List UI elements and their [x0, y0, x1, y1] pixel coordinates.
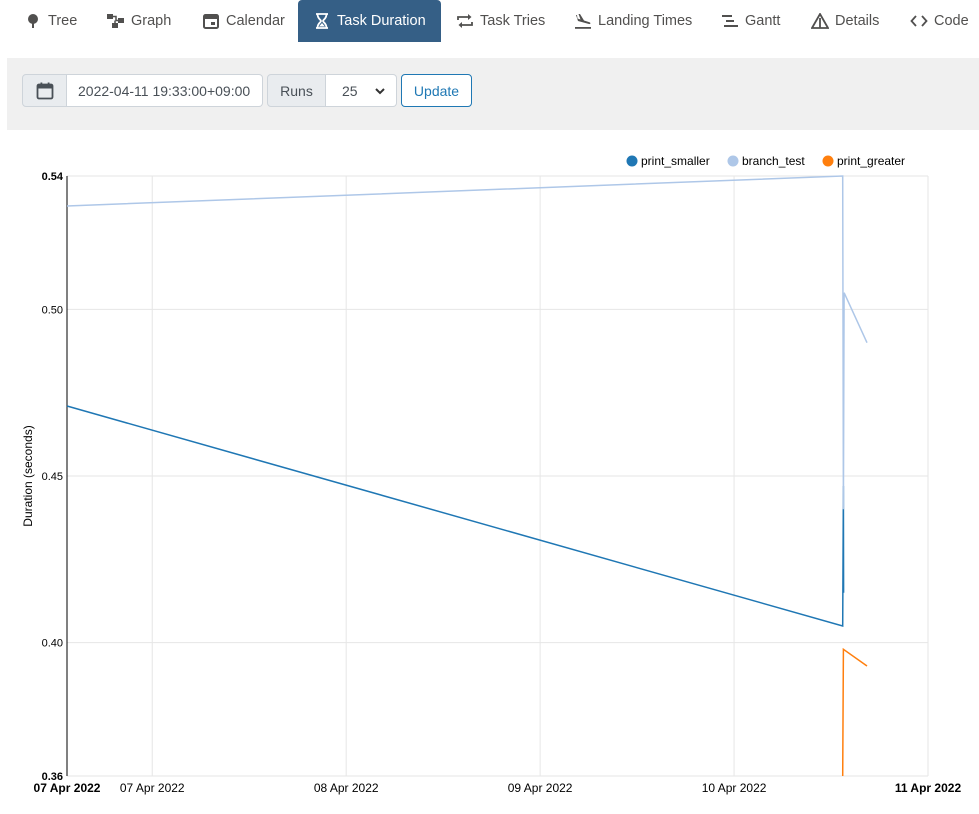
hourglass-icon: [313, 12, 331, 30]
details-icon: [811, 12, 829, 30]
code-icon: [910, 12, 928, 30]
y-tick-label: 0.36: [42, 771, 63, 783]
tab-label: Calendar: [226, 13, 285, 29]
legend-swatch-print_smaller: [626, 155, 638, 167]
y-tick-label: 0.40: [42, 638, 63, 650]
update-button[interactable]: Update: [401, 74, 472, 107]
x-tick-label: 08 Apr 2022: [314, 781, 379, 795]
tab-label: Tree: [48, 13, 78, 29]
x-tick-label: 07 Apr 2022: [34, 781, 101, 795]
runs-label: Runs: [267, 74, 326, 107]
gantt-icon: [721, 12, 739, 30]
tab-task-tries[interactable]: Task Tries: [456, 0, 545, 42]
y-tick-label: 0.45: [42, 471, 63, 483]
date-picker-button[interactable]: [22, 74, 67, 107]
legend-swatch-print_greater: [822, 155, 834, 167]
tab-label: Task Duration: [337, 13, 426, 29]
tab-calendar[interactable]: Calendar: [202, 0, 285, 42]
tab-label: Graph: [131, 13, 172, 29]
x-tick-label: 09 Apr 2022: [508, 781, 573, 795]
tab-label: Gantt: [745, 13, 781, 29]
y-tick-label: 0.54: [42, 171, 64, 183]
base-date-input[interactable]: [67, 74, 263, 107]
calendar-icon: [36, 82, 53, 99]
tab-code[interactable]: Code: [910, 0, 969, 42]
tab-details[interactable]: Details: [811, 0, 879, 42]
tab-label: Details: [835, 13, 880, 29]
x-tick-label: 10 Apr 2022: [702, 781, 767, 795]
tab-label: Task Tries: [480, 13, 546, 29]
legend-label-branch_test: branch_test: [742, 154, 805, 168]
legend-label-print_greater: print_greater: [837, 154, 905, 168]
legend-swatch-branch_test: [727, 155, 739, 167]
plane-landing-icon: [574, 12, 592, 30]
tab-tree[interactable]: Tree: [24, 0, 77, 42]
tab-bar: Tree Graph Calendar Task Duration Task T…: [0, 0, 979, 43]
tab-label: Code: [934, 13, 969, 29]
tab-gantt[interactable]: Gantt: [721, 0, 780, 42]
tab-label: Landing Times: [598, 13, 693, 29]
legend-label-print_smaller: print_smaller: [641, 154, 710, 168]
series-line-branch_test: [66, 175, 868, 510]
tab-task-duration[interactable]: Task Duration: [298, 0, 441, 42]
x-tick-label: 07 Apr 2022: [120, 781, 185, 795]
retry-icon: [456, 12, 474, 30]
runs-select-value: 25: [342, 82, 358, 99]
chevron-down-icon: [375, 88, 385, 95]
series-line-print_smaller: [66, 405, 845, 627]
runs-select[interactable]: 25: [326, 74, 397, 107]
tree-icon: [24, 12, 42, 30]
toolbar: Runs 25 Update: [7, 58, 979, 130]
x-tick-label: 11 Apr 2022: [895, 781, 962, 795]
calendar-icon: [202, 12, 220, 30]
series-line-print_greater: [841, 647, 868, 777]
y-tick-label: 0.50: [42, 304, 63, 316]
y-axis-label: Duration (seconds): [21, 425, 35, 526]
tab-landing-times[interactable]: Landing Times: [574, 0, 692, 42]
tab-graph[interactable]: Graph: [107, 0, 171, 42]
graph-icon: [107, 12, 125, 30]
